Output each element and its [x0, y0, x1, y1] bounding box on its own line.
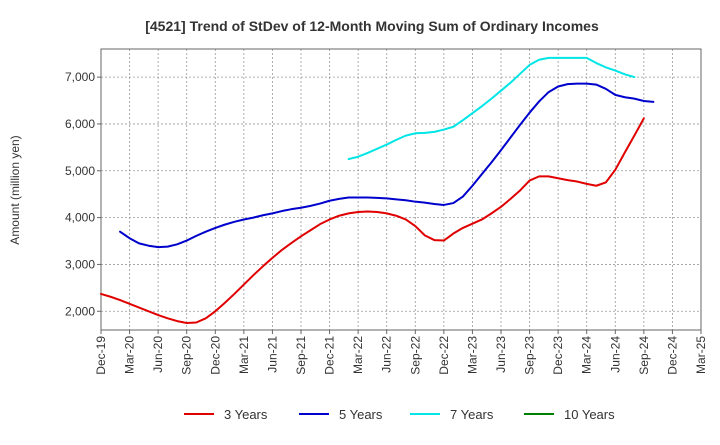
x-tick-label: Mar-23: [465, 336, 479, 374]
y-tick-label: 7,000: [65, 70, 95, 84]
x-tick-label: Mar-25: [694, 336, 708, 374]
x-tick-label: Sep-21: [294, 336, 308, 375]
chart-title: [4521] Trend of StDev of 12-Month Moving…: [145, 18, 599, 34]
grid-lines: [101, 49, 701, 330]
x-tick-label: Mar-21: [237, 336, 251, 374]
y-tick-label: 6,000: [65, 117, 95, 131]
x-tick-label: Sep-20: [180, 336, 194, 375]
x-tick-label: Jun-23: [494, 336, 508, 373]
x-tick-label: Dec-24: [665, 336, 679, 375]
x-tick-label: Jun-21: [265, 336, 279, 373]
plot-area-frame: [100, 48, 702, 331]
series-line-5-years: [119, 82, 655, 249]
x-tick-label: Jun-22: [380, 336, 394, 373]
series-line-3-years: [100, 117, 645, 324]
y-axis-label: Amount (million yen): [8, 135, 22, 244]
x-axis-ticks: Dec-19 Mar-20 Jun-20 Sep-20 Dec-20 Mar-21 Jun-…: [94, 330, 708, 375]
x-tick-label: Jun-24: [608, 336, 622, 373]
legend-label: 3 Years: [224, 407, 268, 422]
x-tick-label: Dec-20: [208, 336, 222, 375]
y-tick-label: 5,000: [65, 164, 95, 178]
y-tick-label: 2,000: [65, 304, 95, 318]
x-tick-label: Mar-22: [351, 336, 365, 374]
y-tick-label: 3,000: [65, 257, 95, 271]
legend-label: 7 Years: [450, 407, 494, 422]
y-tick-label: 4,000: [65, 211, 95, 225]
x-tick-label: Sep-22: [408, 336, 422, 375]
x-tick-label: Dec-23: [551, 336, 565, 375]
series-line-7-years: [347, 56, 636, 161]
legend: 3 Years 5 Years 7 Years 10 Years: [184, 407, 615, 422]
x-tick-label: Jun-20: [151, 336, 165, 373]
series-lines: [100, 56, 655, 324]
x-tick-label: Dec-21: [323, 336, 337, 375]
y-axis-ticks: 2,000 3,000 4,000 5,000 6,000 7,000: [65, 70, 101, 318]
legend-label: 10 Years: [564, 407, 615, 422]
x-tick-label: Mar-24: [580, 336, 594, 374]
x-tick-label: Dec-22: [437, 336, 451, 375]
x-tick-label: Sep-24: [637, 336, 651, 375]
x-tick-label: Mar-20: [123, 336, 137, 374]
x-tick-label: Sep-23: [523, 336, 537, 375]
legend-label: 5 Years: [339, 407, 383, 422]
x-tick-label: Dec-19: [94, 336, 108, 375]
